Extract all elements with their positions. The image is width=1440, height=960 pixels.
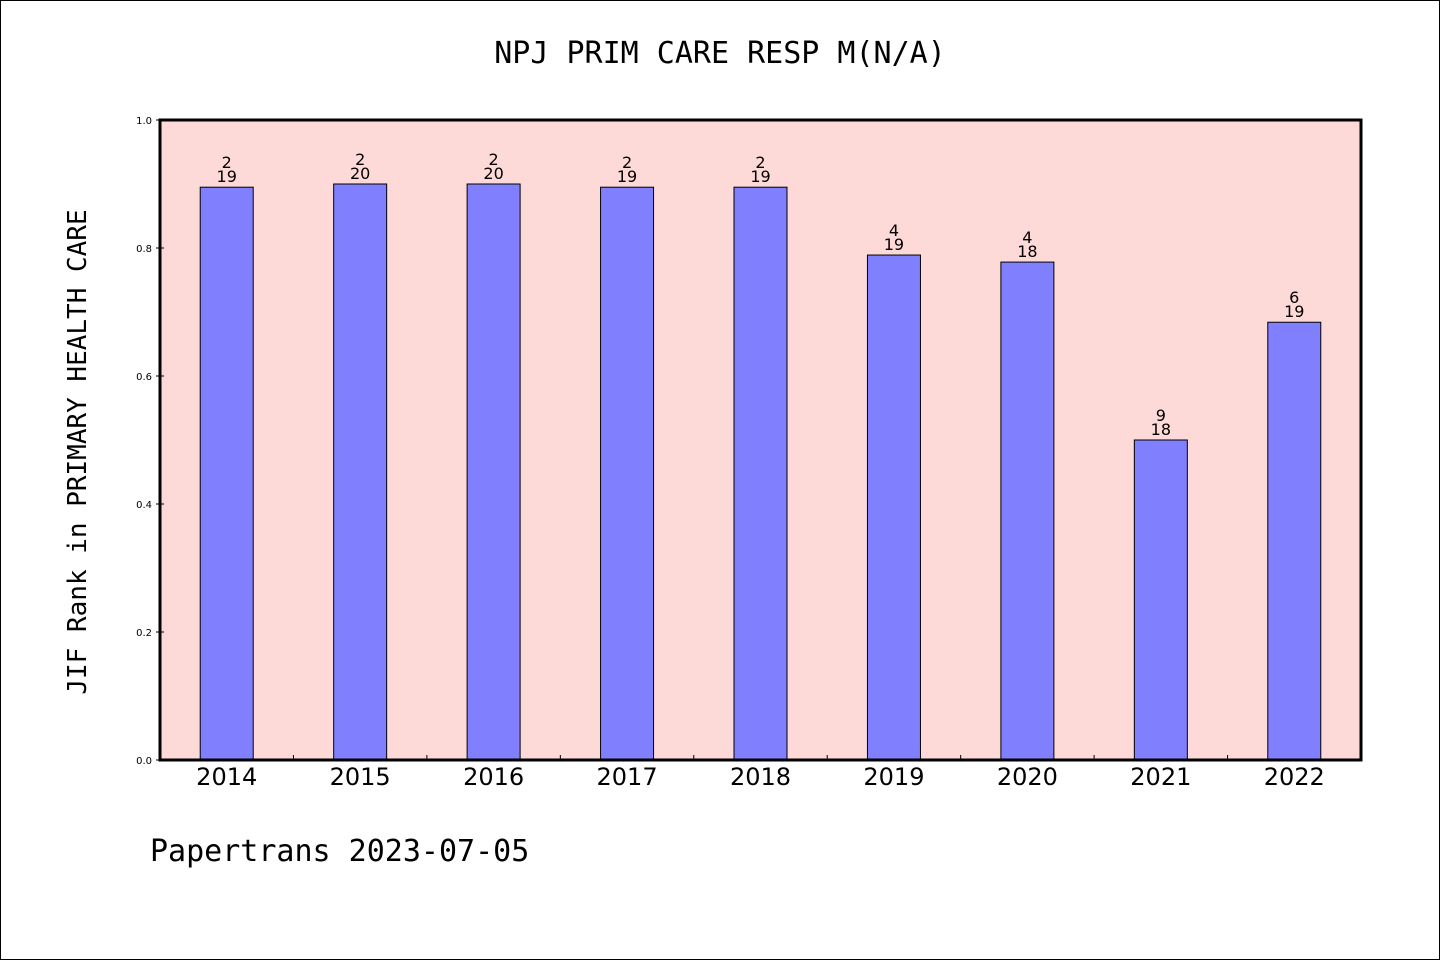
chart-title: NPJ PRIM CARE RESP M(N/A)	[494, 36, 946, 71]
bar-rank-label: 2	[489, 150, 499, 169]
bar-total-label: 19	[217, 167, 237, 186]
bar-rank-label: 4	[889, 221, 899, 240]
bar-rank-label: 9	[1156, 406, 1166, 425]
x-tick-label: 2014	[196, 763, 257, 791]
bar-total-label: 18	[1151, 420, 1171, 439]
bar-2014	[199, 186, 254, 761]
bar-total-label: 18	[1017, 242, 1037, 261]
bar-2018	[733, 186, 788, 761]
x-tick-label: 2017	[597, 763, 658, 791]
bar-2022	[1267, 321, 1322, 761]
x-tick-label: 2018	[730, 763, 791, 791]
x-tick-label: 2019	[863, 763, 924, 791]
y-tick-label: 0.6	[136, 372, 152, 383]
y-tick-label: 0.4	[136, 500, 152, 511]
bar-2015	[333, 183, 388, 761]
bar-rank-label: 6	[1289, 288, 1299, 307]
x-tick-label: 2016	[463, 763, 524, 791]
bar-total-label: 19	[617, 167, 637, 186]
bar-2019	[866, 254, 921, 761]
bar-2020	[1000, 261, 1055, 761]
bar-rank-label: 2	[355, 150, 365, 169]
plot-border	[158, 118, 1363, 762]
bar-total-label: 19	[1284, 302, 1304, 321]
y-tick-label: 0.2	[136, 628, 152, 639]
footer-credit: Papertrans 2023-07-05	[150, 834, 530, 869]
bar-rank-label: 2	[222, 153, 232, 172]
x-tick-label: 2015	[330, 763, 391, 791]
bar-total-label: 20	[483, 164, 503, 183]
bar-rank-label: 2	[622, 153, 632, 172]
y-tick-label: 1.0	[136, 116, 152, 127]
bar-total-label: 20	[350, 164, 370, 183]
bar-rank-label: 2	[755, 153, 765, 172]
x-tick-label: 2021	[1130, 763, 1191, 791]
bar-total-label: 19	[884, 235, 904, 254]
y-tick-label: 0.0	[136, 756, 152, 767]
x-tick-label: 2020	[997, 763, 1058, 791]
bar-rank-label: 4	[1022, 228, 1032, 247]
bar-2016	[466, 183, 521, 761]
y-tick-label: 0.8	[136, 244, 152, 255]
bar-2017	[600, 186, 655, 761]
bar-2021	[1133, 439, 1188, 761]
x-tick-label: 2022	[1264, 763, 1325, 791]
bar-total-label: 19	[750, 167, 770, 186]
